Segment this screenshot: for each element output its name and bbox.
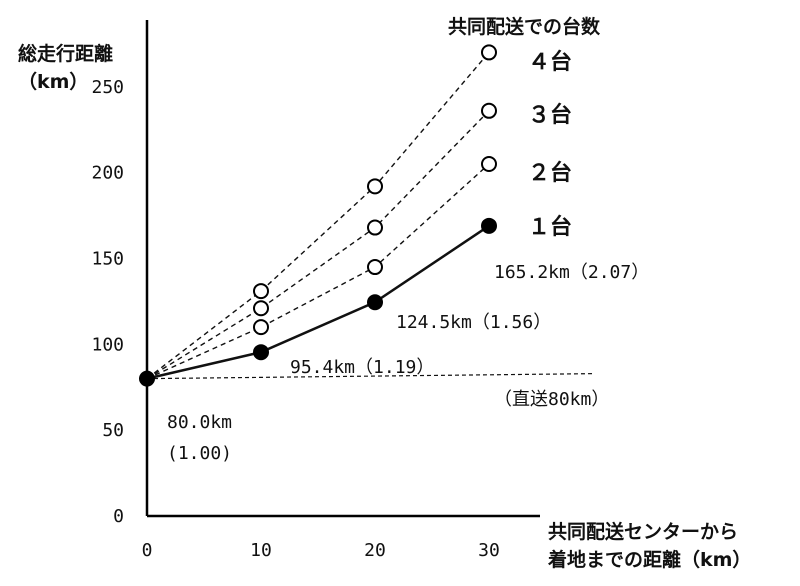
x-tick-label: 10 bbox=[250, 540, 272, 561]
annotation-x30: 165.2km（2.07） bbox=[494, 262, 649, 283]
series-line-3 bbox=[146, 110, 490, 380]
series-2-point bbox=[481, 156, 497, 173]
x-axis-title-line2: 着地までの距離（km） bbox=[548, 548, 751, 571]
x-axis-title-line1: 共同配送センターから bbox=[548, 520, 738, 543]
annotation-origin-ratio: (1.00) bbox=[167, 443, 232, 464]
series-line-1 bbox=[146, 224, 490, 380]
legend-label-2: ２台 bbox=[528, 160, 572, 186]
reference-line-label: （直送80km） bbox=[494, 389, 609, 410]
annotation-x10: 95.4km（1.19） bbox=[290, 357, 434, 378]
y-tick-label: 50 bbox=[102, 420, 124, 441]
series-2-point bbox=[367, 259, 383, 276]
legend-label-1: １台 bbox=[528, 214, 572, 240]
series-1-point bbox=[253, 344, 269, 361]
legend-title: 共同配送での台数 bbox=[448, 15, 601, 38]
data-layer bbox=[139, 44, 594, 387]
series-1-point bbox=[367, 294, 383, 311]
annotation-x20: 124.5km（1.56） bbox=[396, 312, 551, 333]
series-4-point bbox=[481, 44, 497, 61]
plot-area: 0 50 100 150 200 250 0 10 20 30 bbox=[91, 20, 540, 561]
x-tick-label: 0 bbox=[142, 540, 153, 561]
y-tick-label: 250 bbox=[91, 77, 124, 98]
y-tick-label: 150 bbox=[91, 248, 124, 269]
series-1-point bbox=[139, 370, 155, 387]
x-tick-label: 20 bbox=[364, 540, 386, 561]
annotation-origin-km: 80.0km bbox=[167, 412, 232, 433]
y-axis-title-line2: （km） bbox=[18, 70, 88, 93]
y-tick-label: 200 bbox=[91, 163, 124, 184]
x-tick-label: 30 bbox=[478, 540, 500, 561]
y-axis-title-line1: 総走行距離 bbox=[18, 42, 113, 65]
series-1-point bbox=[481, 217, 497, 234]
series-line-2 bbox=[146, 163, 490, 380]
series-3-point bbox=[253, 300, 269, 317]
reference-line bbox=[146, 373, 594, 380]
series-4-point bbox=[253, 283, 269, 300]
series-2-point bbox=[253, 319, 269, 336]
y-tick-label: 100 bbox=[91, 334, 124, 355]
y-tick-label: 0 bbox=[113, 506, 124, 527]
series-4-point bbox=[367, 178, 383, 195]
series-3-point bbox=[481, 102, 497, 119]
series-3-point bbox=[367, 219, 383, 236]
legend-label-4: ４台 bbox=[528, 49, 572, 75]
legend-label-3: ３台 bbox=[528, 102, 572, 128]
